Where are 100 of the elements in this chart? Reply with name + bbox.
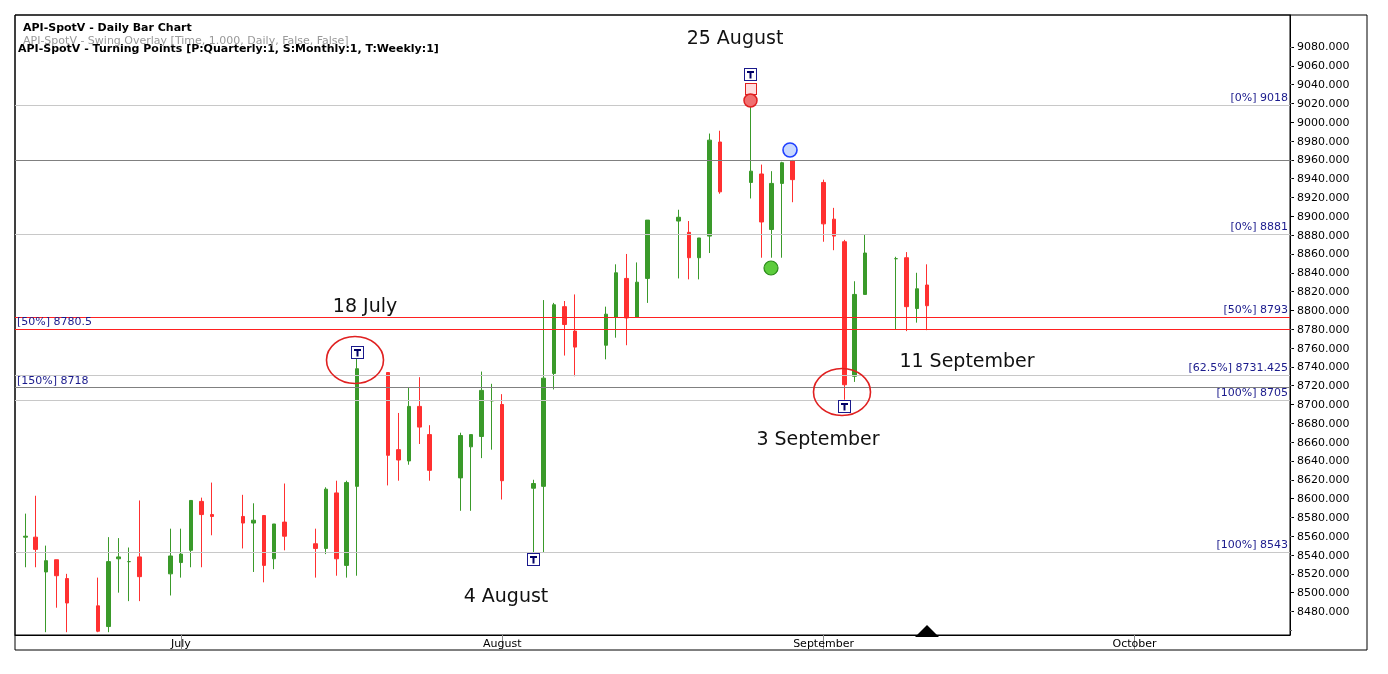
candlestick — [614, 263, 618, 339]
ref-line-label: [50%] 8793 — [1223, 303, 1288, 316]
annotation: 4 August — [463, 584, 549, 606]
candlestick — [210, 482, 214, 536]
candlestick — [573, 293, 577, 377]
candlestick — [925, 263, 929, 331]
candlestick — [189, 499, 193, 568]
candlestick — [44, 545, 48, 633]
y-tick-label: 8940.000 — [1297, 172, 1350, 186]
x-tick-label: October — [1112, 637, 1157, 650]
candlestick — [199, 497, 204, 568]
candlestick — [179, 528, 183, 579]
candlestick — [676, 209, 681, 279]
candlestick — [241, 494, 245, 549]
y-tick-label: 8920.000 — [1297, 191, 1350, 205]
candlestick — [780, 161, 784, 259]
y-tick-label: 8640.000 — [1297, 454, 1350, 468]
y-tick-label: 8740.000 — [1297, 360, 1350, 374]
ref-line-label: [62.5%] 8731.425 — [1188, 360, 1288, 374]
y-tick-label: 8620.000 — [1297, 473, 1350, 487]
y-tick-label: 9040.000 — [1297, 78, 1350, 92]
candlestick — [469, 434, 473, 512]
y-tick-label: 8600.000 — [1297, 492, 1350, 506]
candlestick — [842, 239, 847, 401]
candlestick — [282, 483, 287, 551]
candlestick — [324, 486, 328, 555]
ref-line-label: [0%] 8881 — [1230, 220, 1288, 234]
candlestick — [251, 502, 256, 573]
y-tick-label: 8840.000 — [1297, 266, 1350, 280]
x-tick-label: July — [169, 637, 192, 650]
candlestick — [904, 251, 909, 332]
candlestick — [718, 130, 722, 195]
candlestick — [355, 356, 359, 577]
candlestick — [687, 220, 691, 280]
y-tick-label: 9060.000 — [1297, 59, 1350, 73]
annotation: 18 July — [332, 294, 398, 316]
candlestick — [624, 253, 629, 346]
candlestick — [417, 376, 422, 445]
ref-line-label: [150%] 8718 — [17, 373, 89, 387]
candlestick — [759, 164, 764, 259]
candlestick — [458, 432, 463, 512]
y-tick-label: 8980.000 — [1297, 134, 1350, 148]
candlestick — [386, 372, 390, 486]
y-tick-label: 9000.000 — [1297, 115, 1350, 129]
y-tick-label: 8680.000 — [1297, 416, 1350, 430]
y-tick-label: 8720.000 — [1297, 379, 1350, 393]
candlestick — [531, 479, 536, 553]
candlestick — [54, 559, 59, 609]
candlestick — [541, 299, 546, 553]
annotation: 25 August — [686, 26, 784, 48]
candlestick — [96, 577, 100, 633]
annotation: 3 September — [756, 427, 880, 449]
ref-line-label: [50%] 8780.5 — [17, 314, 93, 328]
candlestick — [116, 537, 121, 594]
candlestick — [407, 387, 411, 466]
candlestick — [894, 256, 898, 330]
y-tick-label: 8580.000 — [1297, 510, 1350, 524]
y-tick-label: 8520.000 — [1297, 567, 1350, 581]
candlestick — [427, 424, 432, 482]
candlestick — [33, 495, 38, 568]
y-tick-label: 8760.000 — [1297, 341, 1350, 355]
candlestick — [272, 523, 276, 570]
candlestick — [23, 513, 28, 568]
candlestick — [490, 383, 494, 451]
x-tick-label: September — [793, 637, 855, 650]
y-tick-label: 8860.000 — [1297, 247, 1350, 261]
y-tick-label: 8880.000 — [1297, 228, 1350, 242]
candlestick — [127, 547, 131, 602]
candlestick — [635, 261, 639, 318]
candlestick — [562, 300, 567, 357]
candlestick — [396, 412, 401, 482]
y-tick-label: 8540.000 — [1297, 548, 1350, 562]
candlestick — [645, 219, 650, 304]
y-tick-label: 8660.000 — [1297, 435, 1350, 449]
ref-line-label: [100%] 8705 — [1216, 385, 1288, 399]
y-tick-label: 8700.000 — [1297, 398, 1350, 411]
y-tick-label: 9020.000 — [1297, 96, 1350, 110]
candlestick — [790, 159, 795, 203]
candlestick — [106, 536, 111, 633]
ref-line-label: [0%] 9018 — [1230, 91, 1288, 105]
y-tick-label: 8780.000 — [1297, 322, 1350, 336]
candlestick — [500, 393, 504, 501]
y-tick-label: 8560.000 — [1297, 529, 1350, 543]
y-tick-label: 8900.000 — [1297, 209, 1350, 223]
candlestick — [852, 280, 857, 383]
candlestick — [915, 272, 919, 324]
candlestick — [697, 237, 701, 280]
candlestick — [479, 371, 484, 459]
candlestick — [863, 233, 867, 295]
annotation: 11 September — [899, 349, 1035, 371]
y-tick-label: 8500.000 — [1297, 586, 1350, 600]
y-tick-label: 8800.000 — [1297, 303, 1350, 317]
candlestick — [552, 302, 556, 390]
candlestick — [707, 133, 712, 254]
candlestick — [65, 573, 69, 633]
candlestick — [832, 207, 836, 251]
y-tick-label: 8960.000 — [1297, 153, 1350, 167]
candlestick — [344, 480, 349, 579]
candlestick — [137, 499, 142, 602]
y-tick-label: 8480.000 — [1297, 604, 1350, 618]
